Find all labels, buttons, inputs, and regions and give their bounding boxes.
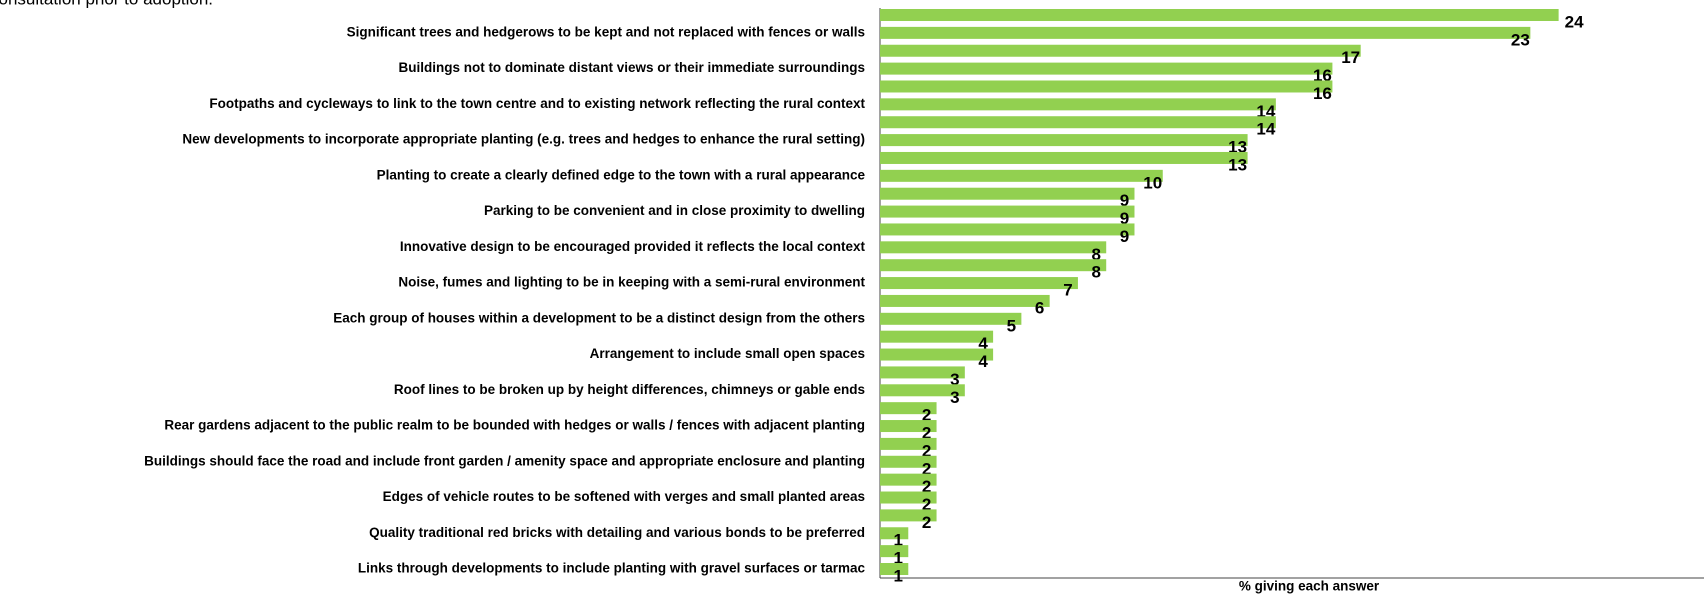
- bar: [880, 9, 1559, 21]
- value-label: 16: [1313, 66, 1332, 85]
- bar: [880, 151, 1248, 164]
- y-tick-label: Noise, fumes and lighting to be in keepi…: [398, 275, 865, 290]
- value-label: 10: [1143, 173, 1162, 192]
- bar: [880, 527, 909, 540]
- bar: [880, 312, 1022, 325]
- value-label: 4: [978, 334, 988, 353]
- y-tick-label: Each group of houses within a developmen…: [333, 310, 865, 325]
- bar: [880, 277, 1078, 290]
- y-tick-label: Links through developments to include pl…: [358, 561, 866, 576]
- value-label: 14: [1256, 120, 1275, 139]
- bar: [880, 437, 937, 450]
- bar: [880, 187, 1135, 200]
- value-label: 6: [1035, 298, 1044, 317]
- value-label: 8: [1091, 263, 1100, 282]
- y-tick-label: Rear gardens adjacent to the public real…: [164, 418, 865, 433]
- y-tick-label: Planting to create a clearly defined edg…: [377, 167, 866, 182]
- value-label: 2: [922, 513, 931, 532]
- bar: [880, 294, 1050, 307]
- value-label: 3: [950, 388, 959, 407]
- value-label: 17: [1341, 48, 1360, 67]
- bar: [880, 259, 1107, 272]
- bar: [880, 134, 1248, 147]
- value-label: 4: [978, 352, 988, 371]
- bar: [880, 80, 1333, 93]
- chart-title: consultation prior to adoption.: [0, 0, 213, 8]
- bar: [880, 26, 1531, 39]
- value-label: 2: [922, 406, 931, 425]
- value-label: 13: [1228, 138, 1247, 157]
- value-label: 9: [1120, 191, 1129, 210]
- bar: [880, 509, 937, 522]
- bar: [880, 455, 937, 468]
- value-label: 2: [922, 459, 931, 478]
- value-label: 24: [1565, 12, 1584, 31]
- bar: [880, 223, 1135, 236]
- value-label: 1: [894, 549, 903, 568]
- bar: [880, 545, 909, 558]
- value-label: 13: [1228, 155, 1247, 174]
- bar: [880, 402, 937, 415]
- value-label: 9: [1120, 227, 1129, 246]
- value-label: 9: [1120, 209, 1129, 228]
- y-tick-label: Arrangement to include small open spaces: [590, 346, 865, 361]
- y-tick-label: Buildings not to dominate distant views …: [398, 60, 865, 75]
- value-label: 5: [1007, 316, 1016, 335]
- y-tick-label: Innovative design to be encouraged provi…: [400, 239, 866, 254]
- y-tick-label: Footpaths and cycleways to link to the t…: [209, 96, 865, 111]
- value-label: 8: [1091, 245, 1100, 264]
- x-axis-label: % giving each answer: [1239, 579, 1380, 594]
- bar: [880, 44, 1361, 57]
- bar: [880, 169, 1163, 182]
- value-label: 1: [894, 531, 903, 550]
- bar: [880, 241, 1107, 254]
- value-label: 3: [950, 370, 959, 389]
- y-tick-label: New developments to incorporate appropri…: [182, 132, 865, 147]
- y-tick-label: Significant trees and hedgerows to be ke…: [347, 24, 865, 39]
- y-tick-label: Roof lines to be broken up by height dif…: [394, 382, 865, 397]
- bar: [880, 366, 965, 379]
- value-label: 2: [922, 424, 931, 443]
- bar: [880, 116, 1276, 129]
- value-label: 2: [922, 441, 931, 460]
- bar: [880, 62, 1333, 75]
- value-label: 7: [1063, 281, 1072, 300]
- bar: [880, 98, 1276, 111]
- value-label: 14: [1256, 102, 1275, 121]
- value-label: 23: [1511, 30, 1530, 49]
- bar: [880, 330, 994, 343]
- bar: [880, 563, 909, 575]
- y-tick-label: Quality traditional red bricks with deta…: [369, 525, 865, 540]
- y-tick-label: Edges of vehicle routes to be softened w…: [383, 489, 865, 504]
- bar: [880, 420, 937, 433]
- bar: [880, 205, 1135, 218]
- bar: [880, 473, 937, 486]
- value-label: 2: [922, 495, 931, 514]
- bar: [880, 491, 937, 504]
- value-label: 16: [1313, 84, 1332, 103]
- bar: [880, 384, 965, 397]
- y-tick-label: Parking to be convenient and in close pr…: [484, 203, 865, 218]
- value-label: 2: [922, 477, 931, 496]
- bar: [880, 348, 994, 361]
- value-label: 1: [894, 566, 903, 585]
- y-tick-label: Buildings should face the road and inclu…: [144, 453, 865, 468]
